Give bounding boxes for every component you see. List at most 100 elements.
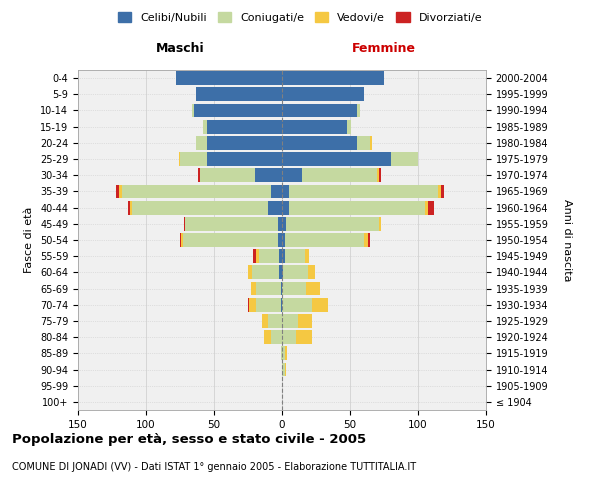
Bar bbox=[282, 250, 285, 263]
Bar bbox=[282, 282, 320, 296]
Bar bbox=[180, 233, 282, 247]
Bar bbox=[282, 217, 381, 230]
Bar bbox=[279, 266, 282, 280]
Bar bbox=[192, 104, 282, 118]
Bar bbox=[282, 152, 418, 166]
Bar bbox=[248, 298, 282, 312]
Bar bbox=[197, 168, 282, 182]
Legend: Celibi/Nubili, Coniugati/e, Vedovi/e, Divorziati/e: Celibi/Nubili, Coniugati/e, Vedovi/e, Di… bbox=[113, 8, 487, 28]
Bar bbox=[179, 152, 282, 166]
Bar bbox=[268, 200, 282, 214]
Bar bbox=[185, 217, 282, 230]
Bar bbox=[203, 120, 282, 134]
Text: COMUNE DI JONADI (VV) - Dati ISTAT 1° gennaio 2005 - Elaborazione TUTTITALIA.IT: COMUNE DI JONADI (VV) - Dati ISTAT 1° ge… bbox=[12, 462, 416, 472]
Bar bbox=[282, 314, 312, 328]
Bar bbox=[282, 71, 384, 85]
Bar bbox=[282, 168, 377, 182]
Bar bbox=[203, 120, 282, 134]
Bar bbox=[282, 200, 428, 214]
Bar bbox=[282, 314, 298, 328]
Bar bbox=[282, 330, 312, 344]
Bar bbox=[282, 314, 312, 328]
Bar bbox=[282, 362, 286, 376]
Bar bbox=[282, 266, 314, 280]
Bar bbox=[281, 346, 282, 360]
Bar bbox=[196, 88, 282, 101]
Bar bbox=[253, 250, 282, 263]
Bar bbox=[282, 168, 302, 182]
Bar bbox=[207, 120, 282, 134]
Bar bbox=[282, 298, 328, 312]
Bar bbox=[282, 120, 352, 134]
Bar bbox=[282, 88, 364, 101]
Bar bbox=[282, 217, 381, 230]
Bar bbox=[282, 330, 312, 344]
Bar bbox=[282, 282, 307, 296]
Bar bbox=[282, 136, 372, 149]
Bar bbox=[282, 233, 285, 247]
Bar bbox=[196, 88, 282, 101]
Bar bbox=[278, 217, 282, 230]
Bar bbox=[200, 168, 282, 182]
Bar bbox=[119, 184, 282, 198]
Bar bbox=[176, 71, 282, 85]
Bar bbox=[282, 362, 286, 376]
Bar bbox=[196, 88, 282, 101]
Bar bbox=[282, 266, 283, 280]
Bar bbox=[196, 136, 282, 149]
Bar bbox=[200, 168, 282, 182]
Bar bbox=[282, 168, 379, 182]
Bar bbox=[282, 362, 285, 376]
Bar bbox=[282, 104, 359, 118]
Bar bbox=[278, 233, 282, 247]
Text: Maschi: Maschi bbox=[155, 42, 205, 55]
Bar bbox=[282, 233, 368, 247]
Bar bbox=[176, 71, 282, 85]
Bar bbox=[279, 250, 282, 263]
Bar bbox=[281, 346, 282, 360]
Text: Popolazione per età, sesso e stato civile - 2005: Popolazione per età, sesso e stato civil… bbox=[12, 432, 366, 446]
Bar bbox=[268, 314, 282, 328]
Bar bbox=[281, 282, 282, 296]
Bar bbox=[196, 88, 282, 101]
Bar bbox=[251, 282, 282, 296]
Bar bbox=[184, 217, 282, 230]
Bar bbox=[176, 71, 282, 85]
Bar bbox=[282, 136, 370, 149]
Bar bbox=[122, 184, 282, 198]
Bar bbox=[282, 233, 364, 247]
Bar bbox=[282, 71, 384, 85]
Bar bbox=[282, 200, 425, 214]
Bar bbox=[282, 298, 328, 312]
Bar bbox=[250, 298, 282, 312]
Bar bbox=[282, 266, 314, 280]
Bar bbox=[282, 217, 379, 230]
Bar bbox=[256, 250, 282, 263]
Bar bbox=[282, 184, 444, 198]
Bar bbox=[252, 266, 282, 280]
Bar bbox=[248, 266, 282, 280]
Text: Femmine: Femmine bbox=[352, 42, 416, 55]
Bar bbox=[255, 168, 282, 182]
Bar bbox=[282, 104, 359, 118]
Bar bbox=[282, 200, 434, 214]
Bar bbox=[183, 233, 282, 247]
Bar bbox=[262, 314, 282, 328]
Bar bbox=[179, 152, 282, 166]
Bar bbox=[282, 88, 364, 101]
Bar bbox=[203, 120, 282, 134]
Bar bbox=[192, 104, 282, 118]
Bar bbox=[251, 282, 282, 296]
Bar bbox=[271, 184, 282, 198]
Bar bbox=[282, 71, 384, 85]
Bar bbox=[248, 266, 282, 280]
Bar bbox=[207, 136, 282, 149]
Bar bbox=[282, 152, 418, 166]
Bar bbox=[282, 104, 359, 118]
Bar bbox=[256, 282, 282, 296]
Bar bbox=[194, 104, 282, 118]
Bar bbox=[130, 200, 282, 214]
Bar bbox=[282, 184, 289, 198]
Bar bbox=[282, 266, 308, 280]
Bar bbox=[282, 136, 357, 149]
